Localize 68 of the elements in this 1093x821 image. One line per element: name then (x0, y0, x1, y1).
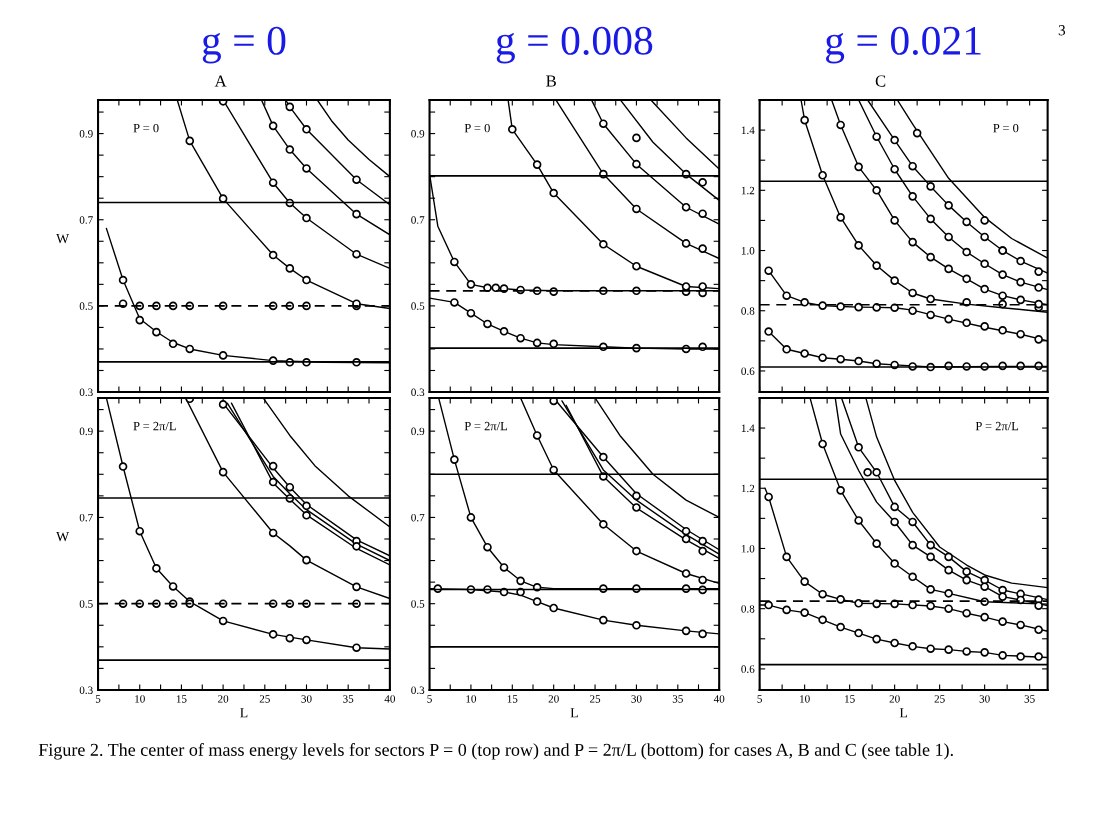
x-tick-label: 20 (548, 695, 559, 703)
annotation: P = 0 (993, 123, 1019, 133)
x-tick-label: 25 (589, 695, 601, 703)
x-tick-label: 10 (135, 695, 145, 703)
chart-title: g = 0 (202, 26, 286, 64)
x-tick-label: 35 (343, 695, 354, 703)
x-tick-label: 5 (757, 695, 762, 703)
y-tick-label: 0.5 (79, 302, 93, 310)
y-tick-label: 1.2 (741, 186, 755, 195)
caption: Figure 2. The center of mass energy levels for sectors P = 0 (top row) and P = 2π/L (bottom) for cases A, B and C (see table 1). (38, 743, 953, 760)
text: 3 (1058, 25, 1066, 36)
annotation: P = 2π/L (975, 421, 1019, 431)
annotation: P = 0 (464, 123, 490, 133)
y-tick-label: 1.4 (741, 424, 755, 433)
y-tick-label: 0.3 (79, 686, 93, 694)
y-tick-label: 0.7 (411, 216, 425, 224)
y-tick-label: 0.5 (411, 600, 425, 608)
x-tick-label: 15 (507, 695, 518, 703)
x-tick-label: 35 (672, 695, 683, 703)
x-tick-label: 30 (301, 695, 312, 703)
y-tick-label: 0.3 (79, 388, 93, 397)
y-tick-label: 0.9 (79, 130, 93, 138)
x-tick-label: 15 (176, 695, 187, 703)
x-axis-title: L (240, 708, 248, 718)
chart-title: g = 0.021 (825, 26, 981, 64)
x-tick-label: 30 (979, 695, 990, 703)
y-tick-label: 0.5 (411, 302, 425, 310)
annotation: P = 2π/L (464, 421, 508, 431)
y-tick-label: 1.4 (741, 126, 755, 135)
x-tick-label: 20 (218, 695, 229, 703)
y-tick-label: 0.5 (79, 600, 93, 608)
x-tick-label: 25 (934, 695, 945, 703)
y-axis-title: W (56, 531, 70, 542)
x-tick-label: 5 (427, 695, 432, 703)
y-tick-label: 0.7 (79, 216, 93, 224)
y-tick-label: 0.6 (741, 665, 755, 673)
y-tick-label: 0.9 (411, 130, 425, 138)
x-axis-title: L (899, 708, 908, 718)
y-tick-label: 0.8 (741, 605, 755, 613)
y-tick-label: 0.8 (741, 307, 755, 315)
y-tick-label: 0.6 (741, 367, 755, 375)
y-tick-label: 0.3 (411, 686, 425, 694)
y-tick-label: 0.9 (411, 427, 425, 436)
x-tick-label: 20 (889, 695, 900, 703)
y-tick-label: 1.0 (741, 544, 755, 553)
x-tick-label: 40 (713, 695, 725, 703)
y-axis-title: W (56, 233, 70, 244)
x-tick-label: 25 (259, 695, 270, 703)
chart-subtitle: B (546, 75, 556, 87)
y-tick-label: 0.7 (79, 513, 93, 522)
x-axis-title: L (570, 708, 578, 718)
x-tick-label: 40 (384, 695, 396, 703)
y-tick-label: 0.9 (79, 427, 93, 436)
chart-subtitle: C (875, 75, 886, 87)
x-tick-label: 10 (466, 695, 477, 703)
chart-subtitle: A (214, 75, 227, 87)
y-tick-label: 0.3 (411, 388, 425, 397)
x-tick-label: 10 (800, 695, 810, 703)
y-tick-label: 0.7 (411, 513, 425, 522)
x-tick-label: 5 (95, 695, 101, 703)
annotation: P = 2π/L (133, 421, 176, 431)
x-tick-label: 30 (631, 695, 642, 703)
annotation: P = 0 (133, 123, 159, 133)
x-tick-label: 15 (845, 695, 855, 703)
chart-title: g = 0.008 (496, 26, 653, 64)
y-tick-label: 1.0 (741, 246, 755, 255)
x-tick-label: 35 (1024, 695, 1035, 703)
y-tick-label: 1.2 (741, 484, 755, 493)
